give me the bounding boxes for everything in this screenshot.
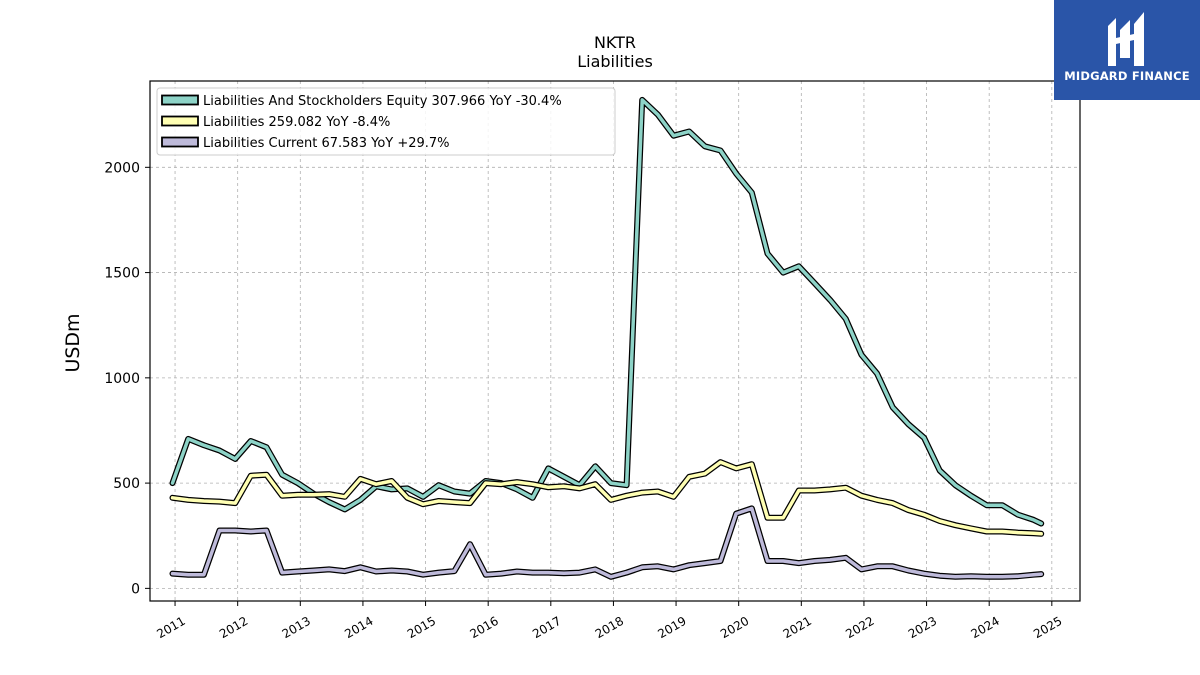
legend-label: Liabilities And Stockholders Equity 307.… <box>203 94 562 109</box>
series-line-3 <box>170 506 1043 579</box>
legend-label: Liabilities 259.082 YoY -8.4% <box>203 115 390 130</box>
legend: Liabilities And Stockholders Equity 307.… <box>156 87 616 156</box>
x-tick-label: 2013 <box>280 614 313 641</box>
y-tick-label: 0 <box>131 581 140 597</box>
legend-swatch <box>161 136 199 148</box>
brand-name: MIDGARD FINANCE <box>1064 69 1190 83</box>
x-tick-label: 2016 <box>467 614 500 641</box>
brand-logo: MIDGARD FINANCE <box>1054 0 1200 100</box>
grid <box>150 81 1080 601</box>
y-tick-label: 1500 <box>104 266 140 282</box>
series-outline <box>169 505 1045 580</box>
x-tick-label: 2014 <box>342 614 375 641</box>
legend-swatch <box>161 94 199 106</box>
midgard-logo-icon <box>1108 12 1144 66</box>
chart-title: NKTR <box>594 33 636 52</box>
x-tick-label: 2017 <box>530 614 563 641</box>
x-tick-label: 2015 <box>405 614 438 641</box>
series-outline <box>169 96 1045 527</box>
y-axis-label: USDm <box>62 313 84 372</box>
x-tick-label: 2022 <box>843 614 876 641</box>
chart-subtitle: Liabilities <box>577 52 653 71</box>
x-tick-label: 2023 <box>906 614 939 641</box>
series-line-2 <box>170 460 1043 536</box>
x-tick-label: 2020 <box>718 614 751 641</box>
legend-swatch <box>161 115 199 127</box>
x-tick-label: 2012 <box>217 614 250 641</box>
x-tick-label: 2025 <box>1031 614 1064 641</box>
x-tick-label: 2019 <box>655 614 688 641</box>
legend-label: Liabilities Current 67.583 YoY +29.7% <box>203 136 450 151</box>
x-tick-label: 2021 <box>781 614 814 641</box>
x-tick-label: 2018 <box>593 614 626 641</box>
plot-area <box>169 96 1045 580</box>
series-line-1 <box>170 98 1043 526</box>
y-tick-label: 1000 <box>104 371 140 387</box>
plot-frame <box>149 80 1081 602</box>
y-tick-label: 2000 <box>104 160 140 176</box>
x-tick-label: 2024 <box>968 614 1001 641</box>
x-tick-label: 2011 <box>154 614 187 641</box>
legend-box <box>156 87 616 156</box>
y-tick-label: 500 <box>113 476 140 492</box>
